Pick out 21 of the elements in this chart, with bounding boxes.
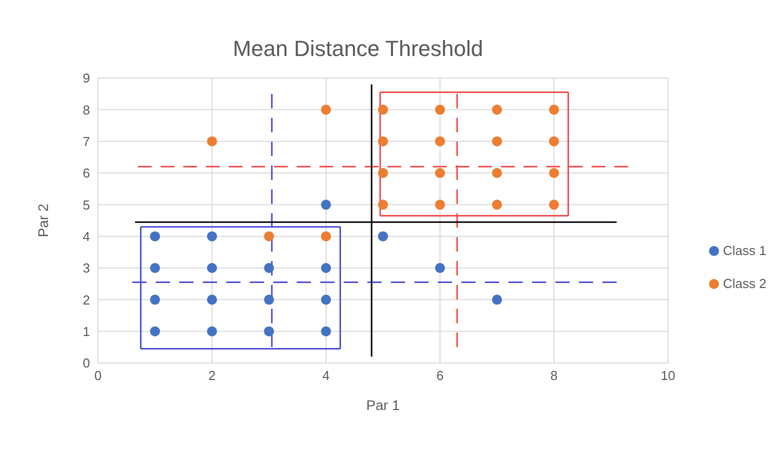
- x-tick-label: 4: [322, 368, 330, 384]
- y-tick-label: 5: [82, 197, 90, 212]
- x-tick-label: 2: [208, 368, 216, 384]
- y-tick-label: 6: [82, 166, 90, 181]
- y-tick-label: 0: [82, 356, 90, 371]
- y-tick-label: 9: [82, 70, 90, 86]
- y-tick-label: 8: [82, 102, 90, 118]
- legend-label: Class 2: [723, 276, 766, 291]
- chart-title: Mean Distance Threshold: [232, 36, 484, 62]
- y-tick-label: 3: [82, 260, 90, 276]
- y-tick-label: 2: [82, 292, 90, 308]
- x-tick-label: 10: [660, 368, 676, 384]
- x-axis-title: Par 1: [366, 397, 400, 413]
- y-tick-label: 4: [82, 228, 90, 244]
- y-tick-label: 7: [82, 134, 90, 149]
- x-tick-label: 6: [436, 368, 444, 384]
- x-tick-label: 0: [94, 368, 102, 384]
- x-tick-label: 8: [550, 368, 558, 384]
- y-tick-label: 1: [82, 324, 90, 339]
- legend-label: Class 1: [723, 243, 766, 258]
- y-axis-title: Par 2: [34, 204, 51, 238]
